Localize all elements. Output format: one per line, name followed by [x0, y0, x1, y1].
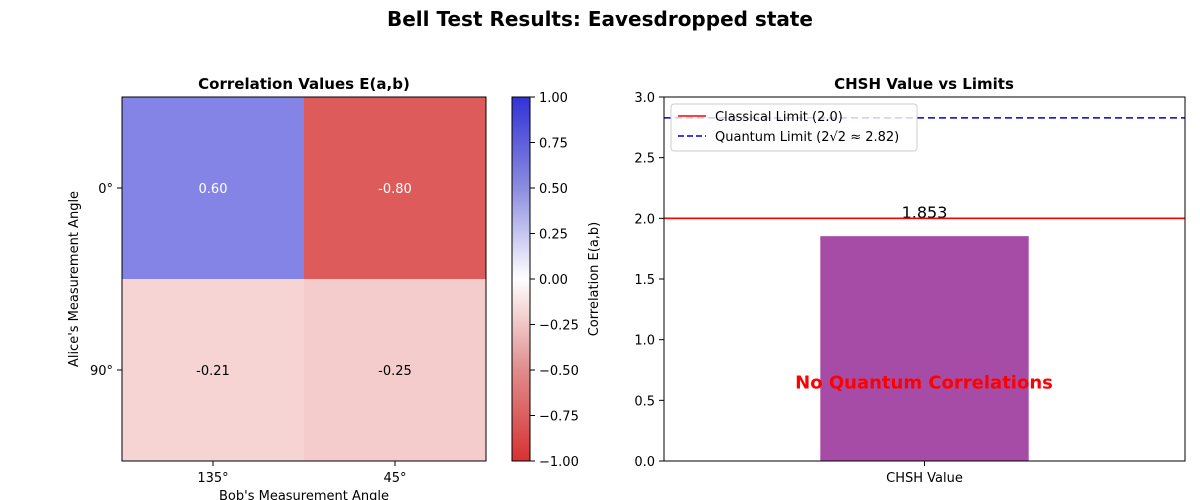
bar-y-tick-label: 0.5: [634, 394, 655, 409]
legend: Classical Limit (2.0) Quantum Limit (2√2 …: [670, 103, 918, 152]
bar-x-axis: CHSH Value: [886, 461, 963, 486]
bar-y-tick-label: 3.0: [634, 91, 655, 106]
colorbar-tick-label: 0.50: [539, 182, 568, 197]
bar-y-tick-label: 0.0: [634, 455, 655, 470]
legend-box: [670, 103, 918, 152]
heatmap-cell-1-1: [304, 279, 486, 461]
no-quantum-annotation: No Quantum Correlations: [795, 372, 1053, 393]
chsh-bar-value-label: 1.853: [902, 203, 948, 222]
legend-entry-label: Classical Limit (2.0): [715, 110, 843, 125]
bar-marks: 1.853: [820, 203, 1029, 461]
heatmap-cell-label-1-0: -0.21: [196, 364, 230, 379]
colorbar-tick-label: 0.00: [539, 273, 568, 288]
colorbar-tick-label: −0.75: [539, 410, 579, 425]
colorbar-tick-label: 0.25: [539, 228, 568, 243]
heatmap-cell-0-1: [304, 97, 486, 279]
heatmap-cell-label-0-1: -0.80: [378, 182, 412, 197]
colorbar-tick-label: −1.00: [539, 455, 579, 470]
colorbar-ticks: 1.00 0.75 0.50 0.25 0.00 −0.25 −0.50 −0.75 −1.00: [530, 91, 579, 470]
heatmap-y-tick-label: 90°: [90, 364, 113, 379]
heatmap-y-tick-label: 0°: [98, 182, 113, 197]
heatmap-x-axis: 135° 45°: [197, 461, 407, 486]
heatmap-cell-label-0-0: 0.60: [199, 182, 228, 197]
colorbar-tick-label: −0.25: [539, 319, 579, 334]
bar-chart-title: CHSH Value vs Limits: [834, 75, 1014, 93]
heatmap-cell-label-1-1: -0.25: [378, 364, 412, 379]
heatmap-panel: Correlation Values E(a,b) 0.60 -0.80 -0.21…: [67, 75, 487, 500]
heatmap-y-axis-label: Alice's Measurement Angle: [67, 191, 82, 367]
heatmap-x-axis-label: Bob's Measurement Angle: [219, 489, 389, 500]
heatmap-title: Correlation Values E(a,b): [198, 75, 410, 93]
bar-y-axis: 0.0 0.5 1.0 1.5 2.0 2.5 3.0: [634, 91, 664, 470]
colorbar-gradient: [511, 96, 531, 462]
colorbar: 1.00 0.75 0.50 0.25 0.00 −0.25 −0.50 −0.75 −1.00…: [511, 91, 602, 470]
colorbar-tick-label: −0.50: [539, 364, 579, 379]
heatmap-cell-0-0: [122, 97, 304, 279]
heatmap-cells: 0.60 -0.80 -0.21 -0.25: [122, 97, 486, 461]
bar-panel: CHSH Value vs Limits 1.853 0.0 0.5 1.0 1.5 2…: [634, 75, 1186, 486]
heatmap-cell-1-0: [122, 279, 304, 461]
bar-x-tick-label: CHSH Value: [886, 471, 963, 486]
bar-y-tick-label: 2.0: [634, 212, 655, 227]
heatmap-y-axis: 0° 90°: [90, 182, 122, 379]
colorbar-tick-label: 1.00: [539, 91, 568, 106]
colorbar-tick-label: 0.75: [539, 137, 568, 152]
heatmap-frame: [121, 96, 487, 462]
figure-title: Bell Test Results: Eavesdropped state: [387, 7, 813, 31]
heatmap-x-tick-label: 135°: [197, 471, 228, 486]
bar-y-tick-label: 1.5: [634, 273, 655, 288]
reference-lines: [664, 117, 1185, 220]
bar-y-tick-label: 1.0: [634, 334, 655, 349]
bar-y-tick-label: 2.5: [634, 152, 655, 167]
chsh-bar: [820, 236, 1029, 461]
heatmap-x-tick-label: 45°: [383, 471, 406, 486]
colorbar-label: Correlation E(a,b): [587, 222, 602, 337]
legend-entry-label: Quantum Limit (2√2 ≈ 2.82): [715, 130, 899, 145]
